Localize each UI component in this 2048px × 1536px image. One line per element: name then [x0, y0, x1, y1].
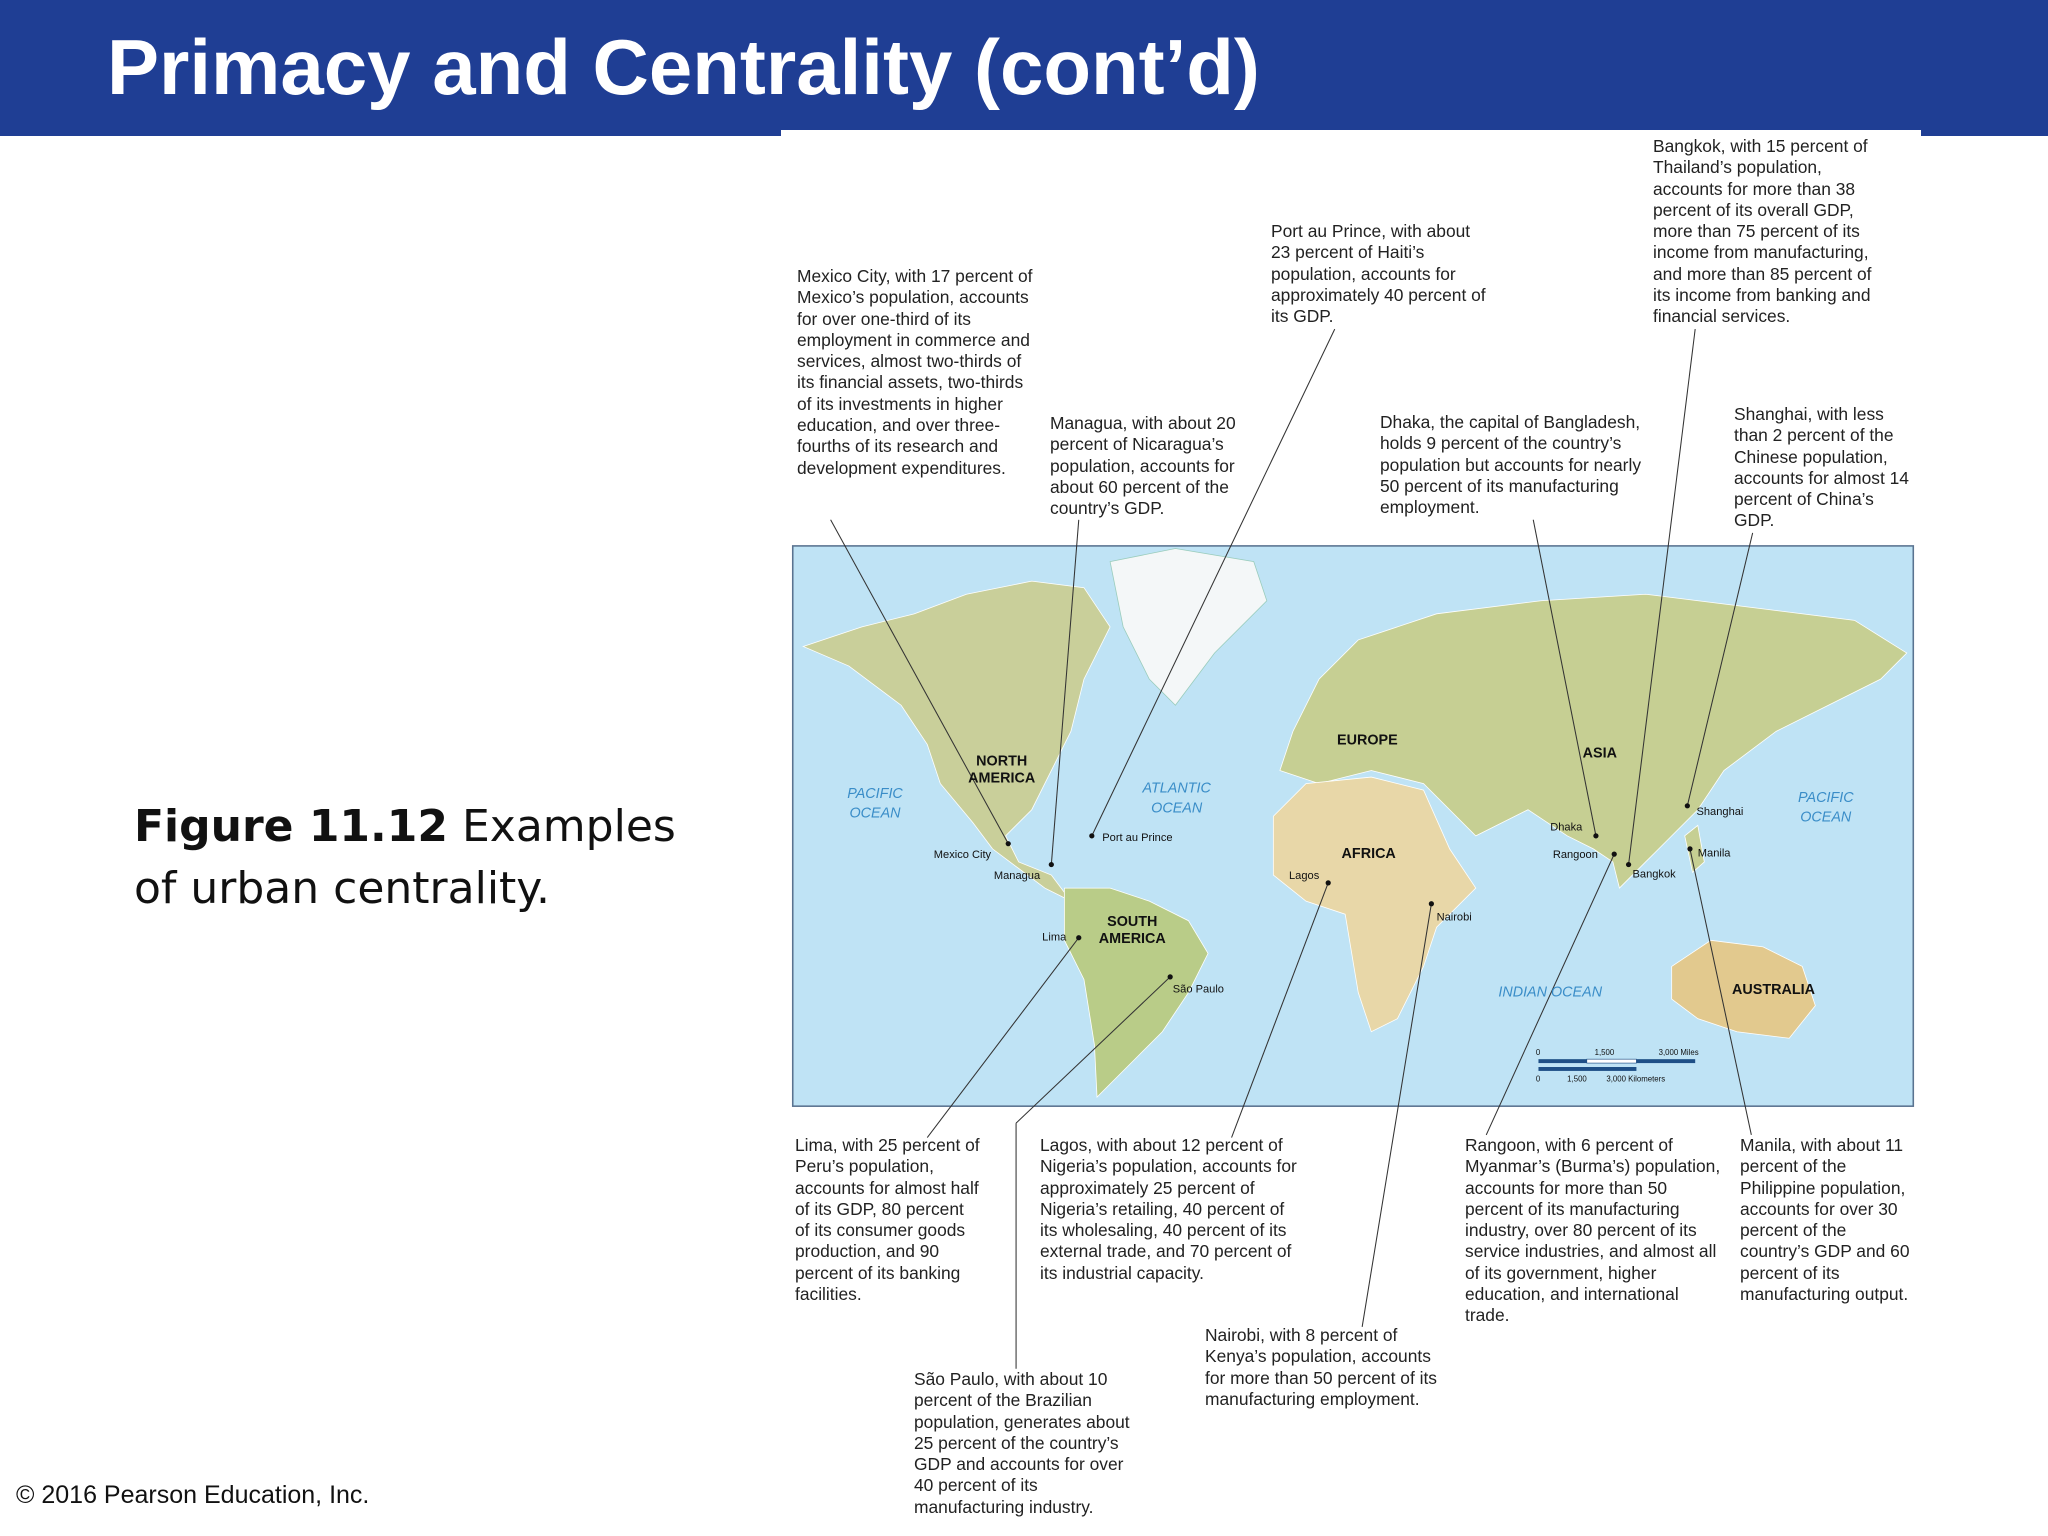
callout: Lima, with 25 percent of Peru’s populati…	[795, 1135, 980, 1305]
region-label: EUROPE	[1337, 732, 1398, 748]
callout: Bangkok, with 15 percent of Thailand’s p…	[1653, 136, 1872, 327]
region-label: NORTH AMERICA	[968, 753, 1035, 786]
city-label: Lima	[1042, 931, 1067, 943]
region-label: ASIA	[1583, 745, 1617, 761]
figure-caption: Figure 11.12 Examples of urban centralit…	[134, 796, 694, 920]
land	[1109, 548, 1268, 706]
callout: Manila, with about 11 percent of the Phi…	[1740, 1135, 1910, 1305]
city-label: Dhaka	[1550, 822, 1583, 834]
scale-label: 3,000 Miles	[1659, 1048, 1699, 1057]
callout: Nairobi, with 8 percent of Kenya’s popul…	[1205, 1325, 1437, 1409]
land	[1279, 593, 1908, 889]
caption-label: Figure 11.12	[134, 801, 448, 852]
city-dots	[1005, 803, 1693, 980]
callout: Lagos, with about 12 percent of Nigeria’…	[1040, 1135, 1297, 1283]
land	[1063, 887, 1209, 1098]
region-label: AUSTRALIA	[1732, 982, 1815, 998]
ocean-label: PACIFIC OCEAN	[847, 786, 903, 822]
land	[1671, 939, 1816, 1039]
scale-label: 0	[1536, 1048, 1541, 1057]
callout: Managua, with about 20 percent of Nicara…	[1050, 413, 1236, 519]
city-label: São Paulo	[1173, 984, 1224, 996]
city-label: Managua	[994, 870, 1041, 882]
city-label: Bangkok	[1633, 869, 1677, 881]
region-label: SOUTH AMERICA	[1099, 914, 1166, 947]
ocean-label: PACIFIC OCEAN	[1798, 790, 1854, 826]
city-label: Mexico City	[934, 849, 992, 861]
scale-label: 0	[1536, 1074, 1541, 1083]
callout: Mexico City, with 17 percent of Mexico’s…	[797, 266, 1033, 478]
copyright: © 2016 Pearson Education, Inc.	[16, 1481, 370, 1509]
city-label: Nairobi	[1437, 912, 1472, 924]
callout: São Paulo, with about 10 percent of the …	[914, 1369, 1130, 1517]
city-label: Port au Prince	[1102, 832, 1172, 844]
callout: Dhaka, the capital of Bangladesh, holds …	[1380, 412, 1642, 518]
scale-label: 3,000 Kilometers	[1606, 1074, 1665, 1083]
slide-title: Primacy and Centrality (cont’d)	[107, 23, 1260, 111]
scale-label: 1,500	[1567, 1074, 1587, 1083]
ocean-label: ATLANTIC OCEAN	[1142, 781, 1212, 817]
city-label: Manila	[1698, 848, 1732, 860]
region-label: AFRICA	[1342, 846, 1396, 862]
city-label: Lagos	[1289, 870, 1320, 882]
caption-text: Examples of urban centrality.	[134, 801, 676, 914]
header-bar	[0, 0, 2048, 136]
header-strip	[781, 130, 1921, 136]
city-label: Shanghai	[1696, 806, 1743, 818]
scale-bar: 0 1,500 3,000 Miles 0 1,500 3,000 Kilome…	[1536, 1048, 1699, 1083]
ocean-label: INDIAN OCEAN	[1498, 984, 1602, 1000]
land	[1684, 824, 1705, 874]
leader-lines	[830, 328, 1754, 1369]
city-label: Rangoon	[1553, 849, 1598, 861]
callout: Shanghai, with less than 2 percent of th…	[1734, 404, 1909, 531]
scale-label: 1,500	[1595, 1048, 1615, 1057]
callout: Rangoon, with 6 percent of Myanmar’s (Bu…	[1465, 1135, 1721, 1326]
callout: Port au Prince, with about 23 percent of…	[1271, 221, 1486, 327]
land	[802, 580, 1111, 902]
